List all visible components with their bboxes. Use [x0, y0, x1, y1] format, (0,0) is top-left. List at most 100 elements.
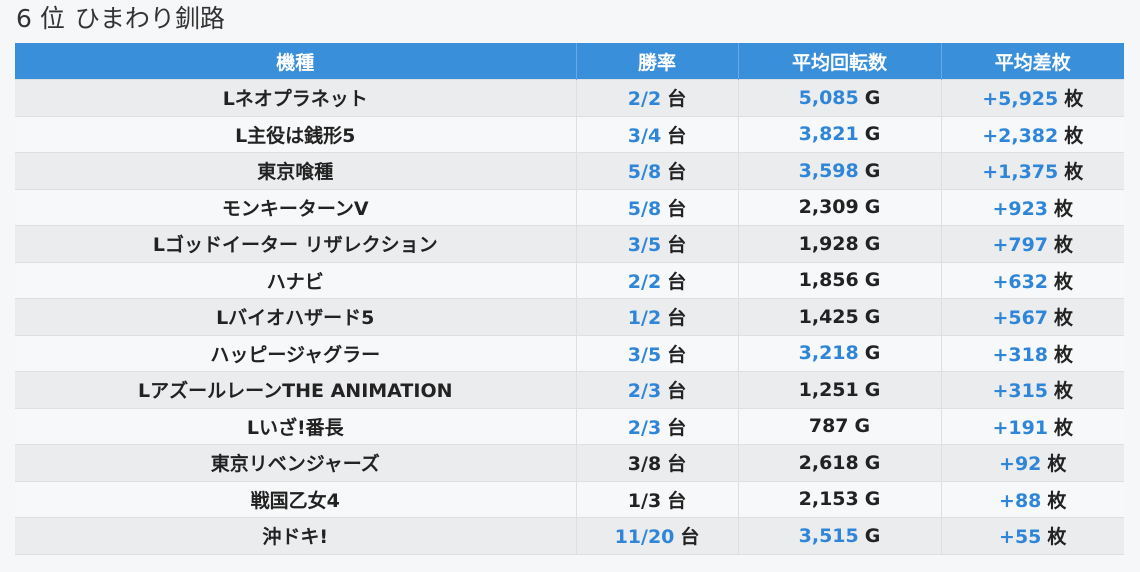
- machine-name[interactable]: モンキーターンV: [221, 197, 369, 220]
- machine-name[interactable]: LアズールレーンTHE ANIMATION: [137, 380, 453, 403]
- machine-name-cell: モンキーターンV: [15, 188, 577, 226]
- avg-spins-unit: G: [864, 123, 881, 146]
- machine-name[interactable]: Lネオプラネット: [222, 88, 368, 111]
- avg-diff-cell: +55 枚: [941, 517, 1124, 555]
- avg-spins-unit: G: [864, 342, 881, 365]
- avg-spins-value: 3,598: [798, 159, 859, 182]
- win-rate-value: 3/5: [627, 343, 662, 366]
- avg-diff-unit: 枚: [1054, 307, 1074, 330]
- avg-diff-unit: 枚: [1064, 124, 1084, 147]
- avg-spins-value: 1,856: [798, 269, 859, 292]
- machine-name[interactable]: ハナビ: [266, 270, 324, 293]
- avg-spins-cell: 1,856 G: [738, 261, 942, 299]
- avg-diff-unit: 枚: [1047, 453, 1067, 476]
- avg-spins-cell: 5,085 G: [738, 79, 942, 116]
- header-avg-spins[interactable]: 平均回転数: [738, 43, 942, 80]
- machine-name-cell: Lいざ!番長: [15, 407, 577, 445]
- win-rate-unit: 台: [667, 307, 687, 330]
- machine-name-cell: ハナビ: [15, 261, 577, 299]
- avg-diff-cell: +88 枚: [941, 480, 1124, 518]
- avg-diff-cell: +1,375 枚: [941, 152, 1124, 189]
- win-rate-value: 3/5: [627, 234, 662, 257]
- avg-spins-unit: G: [864, 451, 881, 474]
- avg-spins-cell: 2,618 G: [738, 444, 942, 481]
- win-rate-cell: 2/2 台: [576, 261, 739, 299]
- avg-diff-cell: +567 枚: [941, 298, 1124, 335]
- win-rate-cell: 5/8 台: [576, 152, 739, 189]
- table-row: モンキーターンV 5/8 台 2,309 G +923 枚: [15, 188, 1124, 226]
- machine-name[interactable]: Lバイオハザード5: [216, 307, 375, 330]
- machine-name-cell: LアズールレーンTHE ANIMATION: [15, 371, 577, 408]
- win-rate-unit: 台: [667, 416, 687, 439]
- avg-spins-value: 5,085: [798, 86, 859, 109]
- header-win-rate[interactable]: 勝率: [576, 43, 739, 80]
- avg-diff-unit: 枚: [1054, 416, 1074, 439]
- win-rate-unit: 台: [667, 124, 687, 147]
- win-rate-unit: 台: [667, 453, 687, 476]
- avg-diff-value: +88: [999, 489, 1042, 512]
- table-row: ハッピージャグラー 3/5 台 3,218 G +318 枚: [15, 334, 1124, 372]
- win-rate-cell: 1/2 台: [576, 298, 739, 335]
- win-rate-cell: 2/3 台: [576, 407, 739, 445]
- win-rate-value: 3/8: [627, 453, 662, 476]
- avg-spins-cell: 2,309 G: [738, 188, 942, 226]
- machine-name-cell: 戦国乙女4: [15, 480, 577, 518]
- avg-diff-unit: 枚: [1047, 526, 1067, 549]
- win-rate-unit: 台: [667, 161, 687, 184]
- machine-name[interactable]: 戦国乙女4: [250, 489, 340, 512]
- avg-diff-cell: +318 枚: [941, 334, 1124, 372]
- win-rate-unit: 台: [667, 380, 687, 403]
- avg-spins-unit: G: [864, 269, 881, 292]
- avg-diff-cell: +5,925 枚: [941, 79, 1124, 116]
- machine-name[interactable]: Lいざ!番長: [246, 416, 344, 439]
- avg-diff-unit: 枚: [1054, 270, 1074, 293]
- win-rate-value: 2/3: [627, 416, 662, 439]
- avg-spins-value: 3,821: [798, 123, 859, 146]
- avg-spins-value: 2,153: [798, 488, 859, 511]
- machine-name[interactable]: L主役は銭形5: [235, 124, 356, 147]
- win-rate-unit: 台: [667, 489, 687, 512]
- win-rate-cell: 2/2 台: [576, 79, 739, 116]
- avg-spins-unit: G: [864, 305, 881, 328]
- machine-name[interactable]: 沖ドキ!: [262, 526, 329, 549]
- avg-diff-unit: 枚: [1054, 343, 1074, 366]
- table-row: 戦国乙女4 1/3 台 2,153 G +88 枚: [15, 480, 1124, 518]
- table-header: 機種 勝率 平均回転数 平均差枚: [15, 43, 1124, 80]
- win-rate-value: 11/20: [614, 526, 675, 549]
- store-name: ひまわり釧路: [74, 4, 225, 33]
- avg-spins-cell: 3,821 G: [738, 115, 942, 153]
- avg-diff-value: +797: [992, 234, 1049, 257]
- avg-spins-cell: 1,928 G: [738, 225, 942, 262]
- win-rate-unit: 台: [667, 88, 687, 111]
- machine-name[interactable]: 東京喰種: [257, 161, 334, 184]
- avg-diff-unit: 枚: [1064, 88, 1084, 111]
- header-machine[interactable]: 機種: [15, 43, 577, 80]
- table-row: ハナビ 2/2 台 1,856 G +632 枚: [15, 261, 1124, 299]
- win-rate-value: 5/8: [627, 197, 662, 220]
- avg-diff-unit: 枚: [1064, 161, 1084, 184]
- machine-name[interactable]: ハッピージャグラー: [210, 343, 381, 366]
- avg-spins-cell: 3,218 G: [738, 334, 942, 372]
- table-row: L主役は銭形5 3/4 台 3,821 G +2,382 枚: [15, 115, 1124, 153]
- avg-spins-value: 1,928: [798, 232, 859, 255]
- win-rate-value: 3/4: [627, 124, 662, 147]
- avg-diff-value: +5,925: [982, 88, 1059, 111]
- avg-spins-value: 2,618: [798, 451, 859, 474]
- header-avg-diff[interactable]: 平均差枚: [941, 43, 1124, 80]
- win-rate-unit: 台: [667, 197, 687, 220]
- avg-spins-unit: G: [864, 196, 881, 219]
- win-rate-value: 1/2: [627, 307, 662, 330]
- avg-spins-value: 3,515: [798, 524, 859, 547]
- avg-diff-unit: 枚: [1047, 489, 1067, 512]
- win-rate-value: 5/8: [627, 161, 662, 184]
- avg-diff-value: +92: [999, 453, 1042, 476]
- avg-diff-unit: 枚: [1054, 380, 1074, 403]
- win-rate-unit: 台: [667, 343, 687, 366]
- avg-spins-unit: G: [864, 378, 881, 401]
- avg-diff-value: +315: [992, 380, 1049, 403]
- machine-name[interactable]: Lゴッドイーター リザレクション: [152, 234, 438, 257]
- avg-spins-value: 787: [808, 415, 849, 438]
- avg-diff-cell: +632 枚: [941, 261, 1124, 299]
- win-rate-cell: 3/5 台: [576, 334, 739, 372]
- machine-name[interactable]: 東京リベンジャーズ: [210, 453, 380, 476]
